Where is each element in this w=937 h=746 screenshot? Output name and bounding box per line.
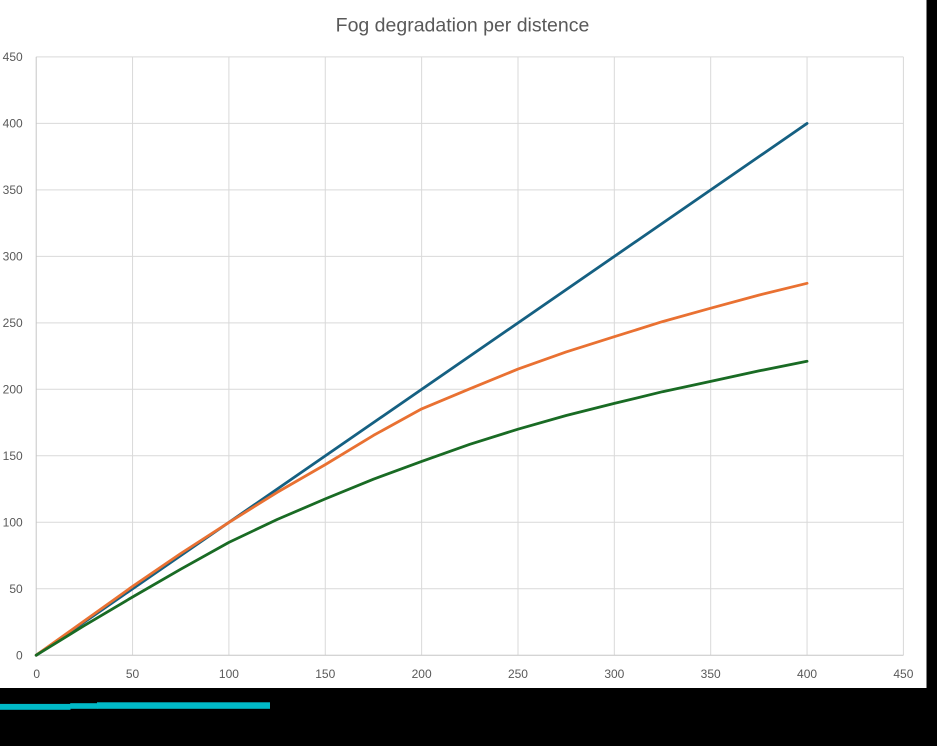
svg-text:50: 50 xyxy=(9,582,23,596)
svg-text:400: 400 xyxy=(797,667,817,681)
svg-text:200: 200 xyxy=(3,383,23,397)
svg-text:Fog degradation per distence: Fog degradation per distence xyxy=(336,15,590,37)
svg-text:150: 150 xyxy=(315,667,335,681)
svg-text:50: 50 xyxy=(126,667,140,681)
svg-text:250: 250 xyxy=(3,316,23,330)
svg-text:250: 250 xyxy=(508,667,528,681)
svg-text:300: 300 xyxy=(604,667,624,681)
svg-text:400: 400 xyxy=(3,117,23,131)
svg-text:200: 200 xyxy=(412,667,432,681)
svg-text:450: 450 xyxy=(893,667,913,681)
svg-text:300: 300 xyxy=(3,250,23,264)
svg-text:0: 0 xyxy=(16,649,23,663)
svg-text:150: 150 xyxy=(3,449,23,463)
svg-text:350: 350 xyxy=(701,667,721,681)
svg-text:0: 0 xyxy=(33,667,40,681)
svg-text:350: 350 xyxy=(3,183,23,197)
svg-text:100: 100 xyxy=(3,516,23,530)
svg-text:100: 100 xyxy=(219,667,239,681)
svg-text:450: 450 xyxy=(3,50,23,64)
